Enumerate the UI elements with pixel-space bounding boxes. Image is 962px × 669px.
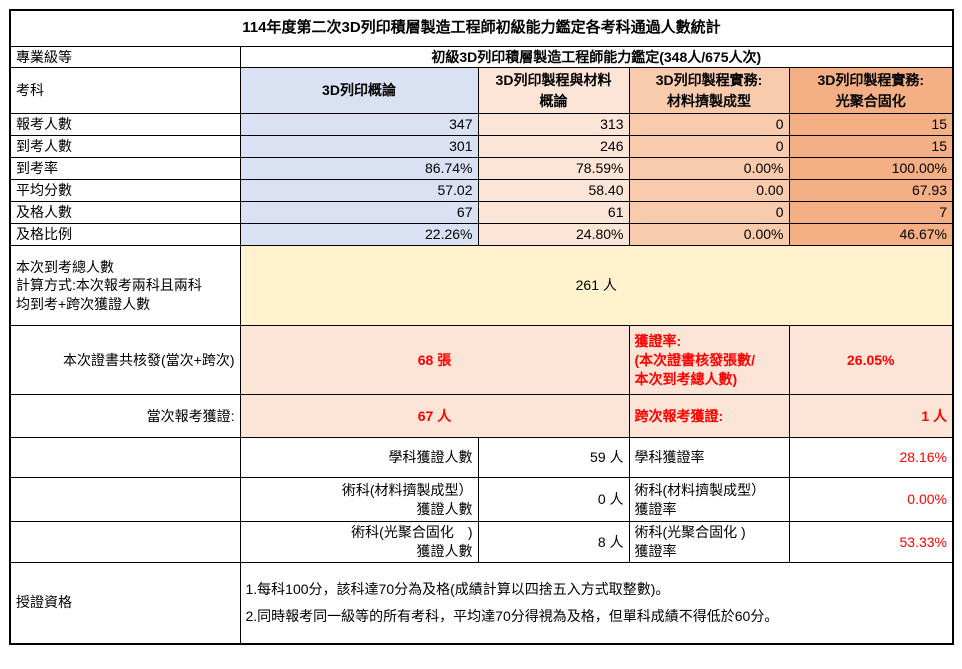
table-row: 本次證書共核發(當次+跨次) 68 張 獲證率: (本次證書核發張數/ 本次到考… bbox=[9, 325, 954, 396]
table-row: 到考人數 301 246 0 15 bbox=[9, 135, 954, 159]
current-cert-value: 67 人 bbox=[239, 394, 630, 439]
stat-row-label: 到考人數 bbox=[9, 135, 241, 159]
stat-cell: 22.26% bbox=[239, 223, 479, 247]
stat-row-label: 平均分數 bbox=[9, 179, 241, 203]
detail-value: 59 人 bbox=[477, 437, 630, 479]
stat-cell: 0.00% bbox=[628, 223, 790, 247]
stat-cell: 0.00 bbox=[628, 179, 790, 203]
level-label: 專業級等 bbox=[9, 45, 241, 69]
cross-cert-label: 跨次報考獲證: bbox=[628, 394, 790, 439]
table-row: 及格比例 22.26% 24.80% 0.00% 46.67% bbox=[9, 223, 954, 247]
stat-cell: 58.40 bbox=[477, 179, 630, 203]
stat-cell: 347 bbox=[239, 113, 479, 137]
detail-rate-value: 53.33% bbox=[788, 521, 954, 564]
empty-cell bbox=[9, 521, 241, 564]
detail-label: 學科獲證人數 bbox=[239, 437, 479, 479]
subject-header-process-materials: 3D列印製程與材料 概論 bbox=[477, 67, 630, 115]
certificate-rate-value: 26.05% bbox=[788, 325, 954, 396]
table-row: 術科(光聚合固化 ) 獲證人數 8 人 術科(光聚合固化 ) 獲證率 53.33… bbox=[9, 521, 954, 564]
total-attended-label: 本次到考總人數 計算方式:本次報考兩科且兩科 均到考+跨次獲證人數 bbox=[9, 245, 241, 327]
stat-cell: 24.80% bbox=[477, 223, 630, 247]
stat-row-label: 及格人數 bbox=[9, 201, 241, 225]
stat-row-label: 到考率 bbox=[9, 157, 241, 181]
statistics-table: 114年度第二次3D列印積層製造工程師初級能力鑑定各考科通過人數統計 專業級等 … bbox=[9, 9, 954, 645]
subject-header-overview: 3D列印概論 bbox=[239, 67, 479, 115]
stat-cell: 0 bbox=[628, 135, 790, 159]
stat-cell: 0.00% bbox=[628, 157, 790, 181]
detail-rate-label: 術科(光聚合固化 ) 獲證率 bbox=[628, 521, 790, 564]
subjects-label: 考科 bbox=[9, 67, 241, 115]
subject-header-extrusion: 3D列印製程實務: 材料擠製成型 bbox=[628, 67, 790, 115]
detail-label: 術科(光聚合固化 ) 獲證人數 bbox=[239, 521, 479, 564]
stat-cell: 46.67% bbox=[788, 223, 954, 247]
certificate-rate-label: 獲證率: (本次證書核發張數/ 本次到考總人數) bbox=[628, 325, 790, 396]
table-row: 到考率 86.74% 78.59% 0.00% 100.00% bbox=[9, 157, 954, 181]
stat-row-label: 報考人數 bbox=[9, 113, 241, 137]
stat-cell: 301 bbox=[239, 135, 479, 159]
empty-cell bbox=[9, 477, 241, 523]
detail-rate-value: 0.00% bbox=[788, 477, 954, 523]
certificates-label: 本次證書共核發(當次+跨次) bbox=[9, 325, 241, 396]
qualification-label: 授證資格 bbox=[9, 562, 241, 645]
stat-cell: 57.02 bbox=[239, 179, 479, 203]
detail-rate-label: 術科(材料擠製成型） 獲證率 bbox=[628, 477, 790, 523]
stat-cell: 67.93 bbox=[788, 179, 954, 203]
stat-cell: 7 bbox=[788, 201, 954, 225]
table-row: 學科獲證人數 59 人 學科獲證率 28.16% bbox=[9, 437, 954, 479]
stat-cell: 313 bbox=[477, 113, 630, 137]
stat-cell: 78.59% bbox=[477, 157, 630, 181]
stat-row-label: 及格比例 bbox=[9, 223, 241, 247]
detail-value: 8 人 bbox=[477, 521, 630, 564]
table-row: 報考人數 347 313 0 15 bbox=[9, 113, 954, 137]
detail-value: 0 人 bbox=[477, 477, 630, 523]
stat-cell: 15 bbox=[788, 135, 954, 159]
cross-cert-value: 1 人 bbox=[788, 394, 954, 439]
table-row: 當次報考獲證: 67 人 跨次報考獲證: 1 人 bbox=[9, 394, 954, 439]
table-row: 及格人數 67 61 0 7 bbox=[9, 201, 954, 225]
detail-rate-label: 學科獲證率 bbox=[628, 437, 790, 479]
certificates-count: 68 張 bbox=[239, 325, 630, 396]
subject-header-photopolymer: 3D列印製程實務: 光聚合固化 bbox=[788, 67, 954, 115]
stat-cell: 86.74% bbox=[239, 157, 479, 181]
table-row: 授證資格 1.每科100分，該科達70分為及格(成績計算以四捨五入方式取整數)。… bbox=[9, 562, 954, 645]
stat-cell: 100.00% bbox=[788, 157, 954, 181]
stat-cell: 61 bbox=[477, 201, 630, 225]
stat-cell: 67 bbox=[239, 201, 479, 225]
total-attended-value: 261 人 bbox=[239, 245, 954, 327]
detail-rate-value: 28.16% bbox=[788, 437, 954, 479]
level-value: 初級3D列印積層製造工程師能力鑑定(348人/675人次) bbox=[239, 45, 954, 69]
detail-label: 術科(材料擠製成型） 獲證人數 bbox=[239, 477, 479, 523]
table-row: 術科(材料擠製成型） 獲證人數 0 人 術科(材料擠製成型） 獲證率 0.00% bbox=[9, 477, 954, 523]
spreadsheet-area: 114年度第二次3D列印積層製造工程師初級能力鑑定各考科通過人數統計 專業級等 … bbox=[9, 9, 954, 645]
stat-cell: 15 bbox=[788, 113, 954, 137]
stat-cell: 246 bbox=[477, 135, 630, 159]
current-cert-label: 當次報考獲證: bbox=[9, 394, 241, 439]
table-row: 本次到考總人數 計算方式:本次報考兩科且兩科 均到考+跨次獲證人數 261 人 bbox=[9, 245, 954, 327]
qualification-text: 1.每科100分，該科達70分為及格(成績計算以四捨五入方式取整數)。 2.同時… bbox=[239, 562, 954, 645]
table-row: 平均分數 57.02 58.40 0.00 67.93 bbox=[9, 179, 954, 203]
empty-cell bbox=[9, 437, 241, 479]
stat-cell: 0 bbox=[628, 113, 790, 137]
stat-cell: 0 bbox=[628, 201, 790, 225]
report-title: 114年度第二次3D列印積層製造工程師初級能力鑑定各考科通過人數統計 bbox=[9, 9, 954, 47]
